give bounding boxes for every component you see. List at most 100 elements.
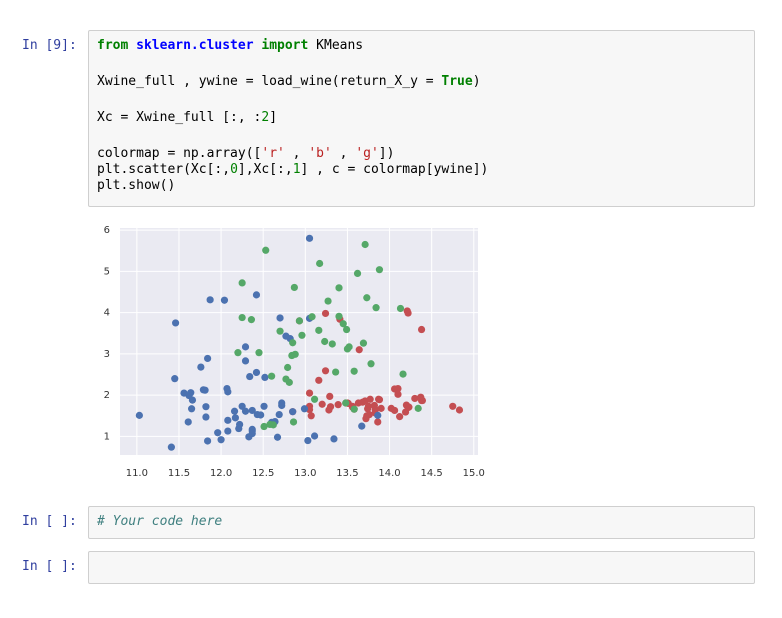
code-token: import: [261, 38, 309, 53]
scatter-point: [234, 349, 242, 357]
scatter-point: [364, 402, 373, 410]
scatter-point: [230, 407, 239, 415]
scatter-point: [231, 414, 240, 422]
code-input[interactable]: from sklearn.cluster import KMeans Xwine_…: [88, 30, 755, 207]
scatter-point: [334, 401, 342, 409]
code-token: KMeans: [308, 38, 364, 53]
scatter-point: [187, 389, 195, 397]
code-block: Xwine_full , ywine = load_wine(return_X_…: [97, 74, 746, 90]
cell-prompt: In [ ]:: [22, 559, 77, 574]
scatter-point: [342, 399, 350, 407]
scatter-point: [318, 400, 326, 408]
x-tick-label: 11.0: [126, 468, 148, 479]
scatter-point: [321, 367, 330, 375]
scatter-point: [201, 386, 209, 394]
code-line: from sklearn.cluster import KMeans: [97, 38, 746, 54]
code-token: True: [441, 74, 473, 89]
scatter-point: [202, 403, 210, 411]
code-token: ],Xc[:,: [237, 162, 293, 177]
scatter-point: [330, 435, 338, 443]
scatter-point: [204, 354, 212, 363]
code-token: ): [472, 74, 481, 89]
scatter-point: [276, 327, 284, 335]
scatter-point: [418, 396, 427, 405]
x-tick-label: 14.0: [378, 468, 400, 479]
scatter-point: [326, 392, 334, 400]
code-line: plt.show(): [97, 178, 746, 194]
scatter-point: [262, 246, 270, 254]
scatter-point: [252, 368, 261, 377]
code-token: 1: [292, 162, 301, 177]
y-tick-label: 6: [104, 225, 110, 236]
scatter-point: [316, 259, 324, 268]
scatter-point: [315, 326, 323, 334]
scatter-point: [171, 319, 180, 327]
x-tick-label: 12.5: [252, 468, 274, 479]
scatter-point: [371, 406, 379, 414]
scatter-point: [372, 304, 380, 312]
scatter-point: [241, 407, 250, 415]
scatter-point: [315, 376, 323, 384]
scatter-point: [238, 313, 246, 322]
scatter-point: [204, 437, 212, 445]
scatter-point: [167, 443, 175, 451]
scatter-point: [394, 390, 402, 398]
code-block: Xc = Xwine_full [:, :2]: [97, 110, 746, 126]
code-block: from sklearn.cluster import KMeans: [97, 38, 746, 54]
scatter-point: [217, 436, 225, 444]
plot-background: [120, 228, 478, 455]
scatter-point: [308, 313, 316, 321]
scatter-point: [304, 436, 312, 445]
scatter-point: [197, 363, 205, 371]
code-token: ] , c = colormap[ywine]): [300, 162, 489, 177]
scatter-point: [246, 372, 254, 381]
code-input[interactable]: [88, 551, 755, 584]
scatter-point: [278, 399, 286, 407]
code-token: 'g': [355, 146, 379, 161]
scatter-point: [374, 411, 382, 419]
scatter-point: [273, 433, 282, 441]
code-token: ,: [331, 146, 356, 161]
scatter-point: [455, 406, 464, 414]
scatter-point: [355, 346, 363, 354]
code-token: ]): [378, 146, 395, 161]
scatter-point: [377, 404, 385, 412]
scatter-point: [391, 406, 399, 415]
scatter-point: [359, 339, 368, 347]
code-line: Xwine_full , ywine = load_wine(return_X_…: [97, 74, 746, 90]
scatter-point: [310, 395, 319, 403]
scatter-point: [307, 412, 315, 420]
scatter-point: [449, 402, 457, 410]
y-tick-label: 1: [104, 431, 110, 442]
scatter-point: [289, 339, 297, 347]
x-tick-label: 11.5: [168, 468, 190, 479]
code-line: Xc = Xwine_full [:, :2]: [97, 110, 746, 126]
scatter-point: [275, 410, 283, 419]
scatter-point: [361, 240, 369, 249]
scatter-point: [350, 405, 358, 413]
scatter-point: [305, 389, 314, 397]
scatter-point: [404, 309, 412, 317]
x-tick-label: 13.5: [336, 468, 358, 479]
code-line: colormap = np.array(['r' , 'b' , 'g']): [97, 146, 746, 162]
scatter-point: [214, 429, 222, 437]
y-tick-label: 3: [104, 349, 110, 360]
x-tick-label: 14.5: [421, 468, 443, 479]
scatter-point: [414, 404, 422, 412]
scatter-point: [417, 325, 426, 334]
code-token: 0: [230, 162, 238, 177]
x-tick-label: 13.0: [294, 468, 316, 479]
scatter-point: [206, 296, 214, 304]
scatter-point: [363, 294, 371, 302]
scatter-point: [321, 309, 330, 318]
code-token: 2: [261, 110, 270, 125]
y-tick-label: 4: [104, 308, 110, 319]
scatter-point: [247, 316, 256, 324]
scatter-point: [248, 429, 256, 438]
scatter-point: [394, 384, 402, 393]
scatter-point: [353, 269, 362, 277]
code-input[interactable]: # Your code here: [88, 506, 755, 539]
scatter-point: [324, 297, 332, 305]
code-token: 'b': [308, 146, 332, 161]
